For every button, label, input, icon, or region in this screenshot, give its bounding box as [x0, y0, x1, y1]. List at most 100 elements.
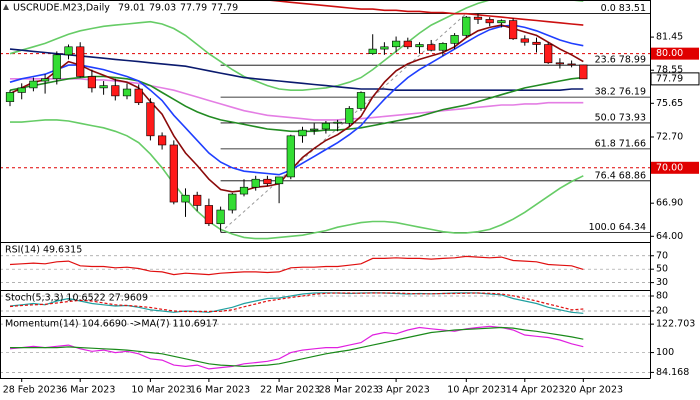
rsi-panel	[0, 255, 650, 283]
x-tick-label: 28 Feb 2023	[3, 385, 62, 396]
candle-body	[204, 205, 214, 225]
panel-title: Stoch(5,3,3) 10.6522 27.9609	[5, 293, 148, 304]
candle-body	[450, 35, 459, 44]
quote-value: 79.03	[149, 3, 176, 14]
y-tick-label: 50	[656, 264, 668, 275]
indicator-line	[10, 326, 584, 368]
y-tick-label: 81.45	[656, 32, 683, 43]
candle-body	[473, 16, 483, 20]
candle-body	[298, 129, 307, 137]
fib-label: 100.0 64.34	[589, 222, 646, 233]
candle-body	[64, 46, 73, 56]
candle-body	[555, 62, 564, 65]
panel-title: RSI(14) 49.6315	[5, 245, 82, 256]
candle-body	[579, 64, 588, 80]
quote-value: 77.79	[180, 3, 207, 14]
candle-body	[274, 176, 284, 185]
level-box	[651, 161, 699, 174]
candle-body	[193, 194, 202, 206]
candle-body	[158, 135, 167, 146]
candle-body	[76, 46, 85, 77]
candle-body	[99, 85, 108, 89]
indicator-line	[9, 24, 584, 193]
indicator-line	[258, 0, 584, 26]
fib-label: 0.0 83.51	[601, 3, 646, 14]
candle-body	[111, 85, 120, 97]
candle-body	[391, 40, 401, 48]
x-tick-label: 6 Mar 2023	[61, 385, 115, 396]
candle-body	[52, 54, 61, 80]
y-tick-label: 30	[656, 277, 668, 288]
y-tick-label: 64.00	[656, 231, 683, 242]
candle-body	[216, 209, 225, 225]
y-tick-label: 72.70	[656, 131, 683, 142]
y-tick-label: 122.703	[656, 319, 695, 330]
fib-label: 61.8 71.66	[595, 138, 646, 149]
y-tick-label: 80	[656, 291, 668, 302]
fib-label: 50.0 73.93	[595, 112, 646, 123]
candle-body	[356, 92, 366, 109]
momentum-panel	[0, 323, 650, 373]
candle-body	[333, 121, 342, 124]
candle-body	[567, 63, 576, 66]
x-tick-label: 14 Apr 2023	[506, 385, 565, 396]
level-label: 70.00	[656, 162, 683, 173]
candle-body	[368, 48, 377, 54]
candle-body	[228, 193, 237, 211]
candle-body	[403, 40, 412, 48]
candle-body	[532, 41, 541, 45]
candle-body	[181, 194, 190, 203]
candle-body	[508, 20, 518, 40]
x-tick-label: 10 Apr 2023	[447, 385, 506, 396]
x-tick-label: 22 Mar 2023	[260, 385, 320, 396]
x-tick-label: 20 Apr 2023	[564, 385, 623, 396]
candle-body	[40, 78, 50, 82]
x-tick-label: 10 Mar 2023	[131, 385, 191, 396]
candle-body	[146, 102, 155, 137]
stoch-panel	[0, 292, 650, 314]
candle-body	[485, 19, 494, 24]
level-label: 80.00	[656, 48, 683, 59]
price-label: 77.79	[656, 73, 683, 84]
quote-value: 77.79	[211, 3, 238, 14]
candle-body	[29, 80, 38, 89]
candle-body	[544, 44, 553, 64]
candle-body	[17, 87, 26, 93]
indicator-line	[9, 255, 584, 276]
fib-label: 76.4 68.86	[595, 170, 646, 181]
candle-body	[438, 43, 448, 51]
candle-body	[286, 135, 295, 178]
frame	[0, 0, 651, 379]
candle-body	[251, 178, 260, 188]
y-tick-label: 75.65	[656, 98, 683, 109]
indicator-line	[9, 48, 584, 91]
x-tick-label: 16 Mar 2023	[190, 385, 250, 396]
x-tick-label: 28 Mar 2023	[319, 385, 379, 396]
candle-body	[310, 128, 319, 131]
indicator-line	[9, 292, 584, 313]
candle-body	[497, 20, 506, 24]
indicator-line	[10, 78, 584, 121]
candle-body	[263, 178, 272, 185]
candle-body	[169, 144, 178, 203]
candle-body	[239, 186, 249, 195]
candle-body	[520, 38, 529, 43]
y-tick-label: 20	[656, 306, 668, 317]
chart-title: USCRUDE.M23,Daily	[13, 3, 110, 14]
candle-body	[134, 88, 143, 104]
indicator-line	[10, 119, 584, 240]
panel-title: Momentum(14) 104.6690 ->MA(7) 110.6917	[5, 319, 218, 330]
y-tick-label: 78.55	[656, 65, 683, 76]
candle-body	[415, 44, 424, 48]
y-tick-label: 100	[656, 347, 674, 358]
y-tick-label: 70	[656, 250, 668, 261]
candle-body	[462, 16, 471, 36]
symbol-icon	[3, 4, 9, 10]
candle-body	[427, 44, 436, 51]
fib-label: 23.6 78.99	[595, 55, 646, 66]
y-tick-label: 66.90	[656, 198, 683, 209]
y-tick-label: 84.168	[656, 367, 689, 378]
quote-value: 79.01	[118, 3, 145, 14]
